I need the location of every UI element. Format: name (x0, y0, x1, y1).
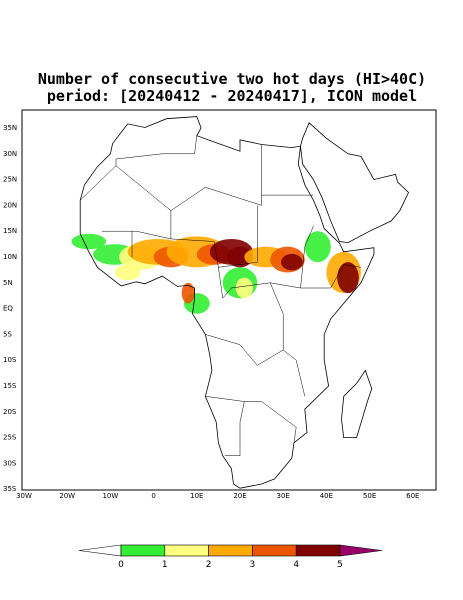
colorbar-box (208, 544, 253, 557)
border (269, 282, 306, 397)
lat-label: 20N (3, 201, 17, 209)
lat-label: 5N (3, 279, 13, 287)
lat-label: 15S (3, 382, 17, 390)
lon-label: 30W (16, 492, 32, 500)
colorbar-label: 3 (250, 560, 256, 570)
lat-label: 15N (3, 227, 17, 235)
heat-area (71, 233, 107, 250)
colorbar-label: 2 (206, 560, 212, 570)
colorbar-label: 1 (162, 560, 168, 570)
lat-label: 25S (3, 434, 17, 442)
lon-label: 20W (59, 492, 75, 500)
lon-label: 30E (277, 492, 290, 500)
heat-area (304, 231, 331, 263)
map-layer (71, 116, 409, 489)
lat-label: 10S (3, 356, 17, 364)
border (300, 264, 362, 289)
border (80, 135, 198, 201)
heat-area (114, 264, 141, 281)
lon-label: 10E (190, 492, 203, 500)
map (71, 116, 409, 489)
border (205, 396, 297, 443)
lat-label: 20S (3, 408, 17, 416)
lat-label: 25N (3, 176, 17, 184)
colorbar-arrow (339, 544, 383, 557)
border (205, 334, 284, 366)
lat-label: 30S (3, 459, 17, 467)
colorbar-box (252, 544, 297, 557)
colorbar-label: 5 (337, 560, 343, 570)
heat-area (337, 262, 359, 294)
colorbar-box (120, 544, 166, 557)
border (115, 144, 262, 211)
colorbar-arrow (78, 544, 122, 557)
lat-label: 35N (3, 124, 17, 132)
colorbar-label: 0 (118, 560, 124, 570)
border (170, 205, 258, 268)
heat-area (227, 246, 253, 268)
border (101, 230, 171, 240)
coastline (79, 116, 375, 489)
lon-label: 10W (102, 492, 118, 500)
lat-label: EQ (3, 305, 13, 313)
border (224, 401, 245, 456)
coastline (300, 122, 409, 244)
lon-label: 40E (320, 492, 333, 500)
lat-label: 35S (3, 485, 17, 493)
heat-area (235, 277, 253, 299)
lon-label: 60E (406, 492, 419, 500)
title-line: Number of consecutive two hot days (HI>4… (38, 70, 426, 88)
lon-label: 50E (363, 492, 376, 500)
map-frame (21, 109, 437, 491)
heat-area (181, 282, 195, 304)
lon-label: 0 (151, 492, 155, 500)
colorbar-label: 4 (293, 560, 299, 570)
lon-label: 20E (233, 492, 246, 500)
lat-label: 10N (3, 253, 17, 261)
colorbar-box (295, 544, 341, 557)
colorbar-box (164, 544, 209, 557)
title-line: period: [20240412 - 20240417], ICON mode… (47, 87, 417, 105)
lat-label: 5S (3, 330, 12, 338)
lat-label: 30N (3, 150, 17, 158)
coastline (341, 369, 373, 438)
heat-area (281, 253, 303, 271)
